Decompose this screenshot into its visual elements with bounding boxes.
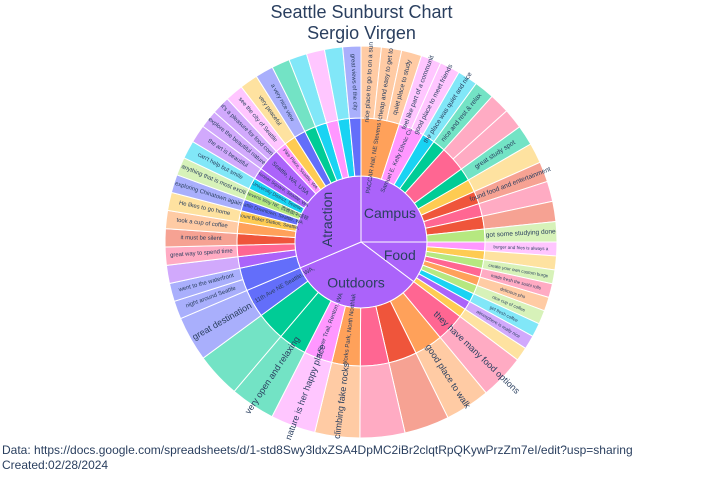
created-date-text: Created:02/28/2024 [2, 458, 109, 472]
chart-title: Seattle Sunburst Chart Sergio Virgen [0, 2, 723, 44]
chart-subtitle: Sergio Virgen [307, 23, 416, 43]
data-source-text: Data: https://docs.google.com/spreadshee… [2, 443, 633, 457]
chart-footer: Data: https://docs.google.com/spreadshee… [2, 443, 633, 473]
chart-title-line1: Seattle Sunburst Chart [270, 2, 453, 22]
sunburst-leaf-segment[interactable] [342, 45, 362, 120]
